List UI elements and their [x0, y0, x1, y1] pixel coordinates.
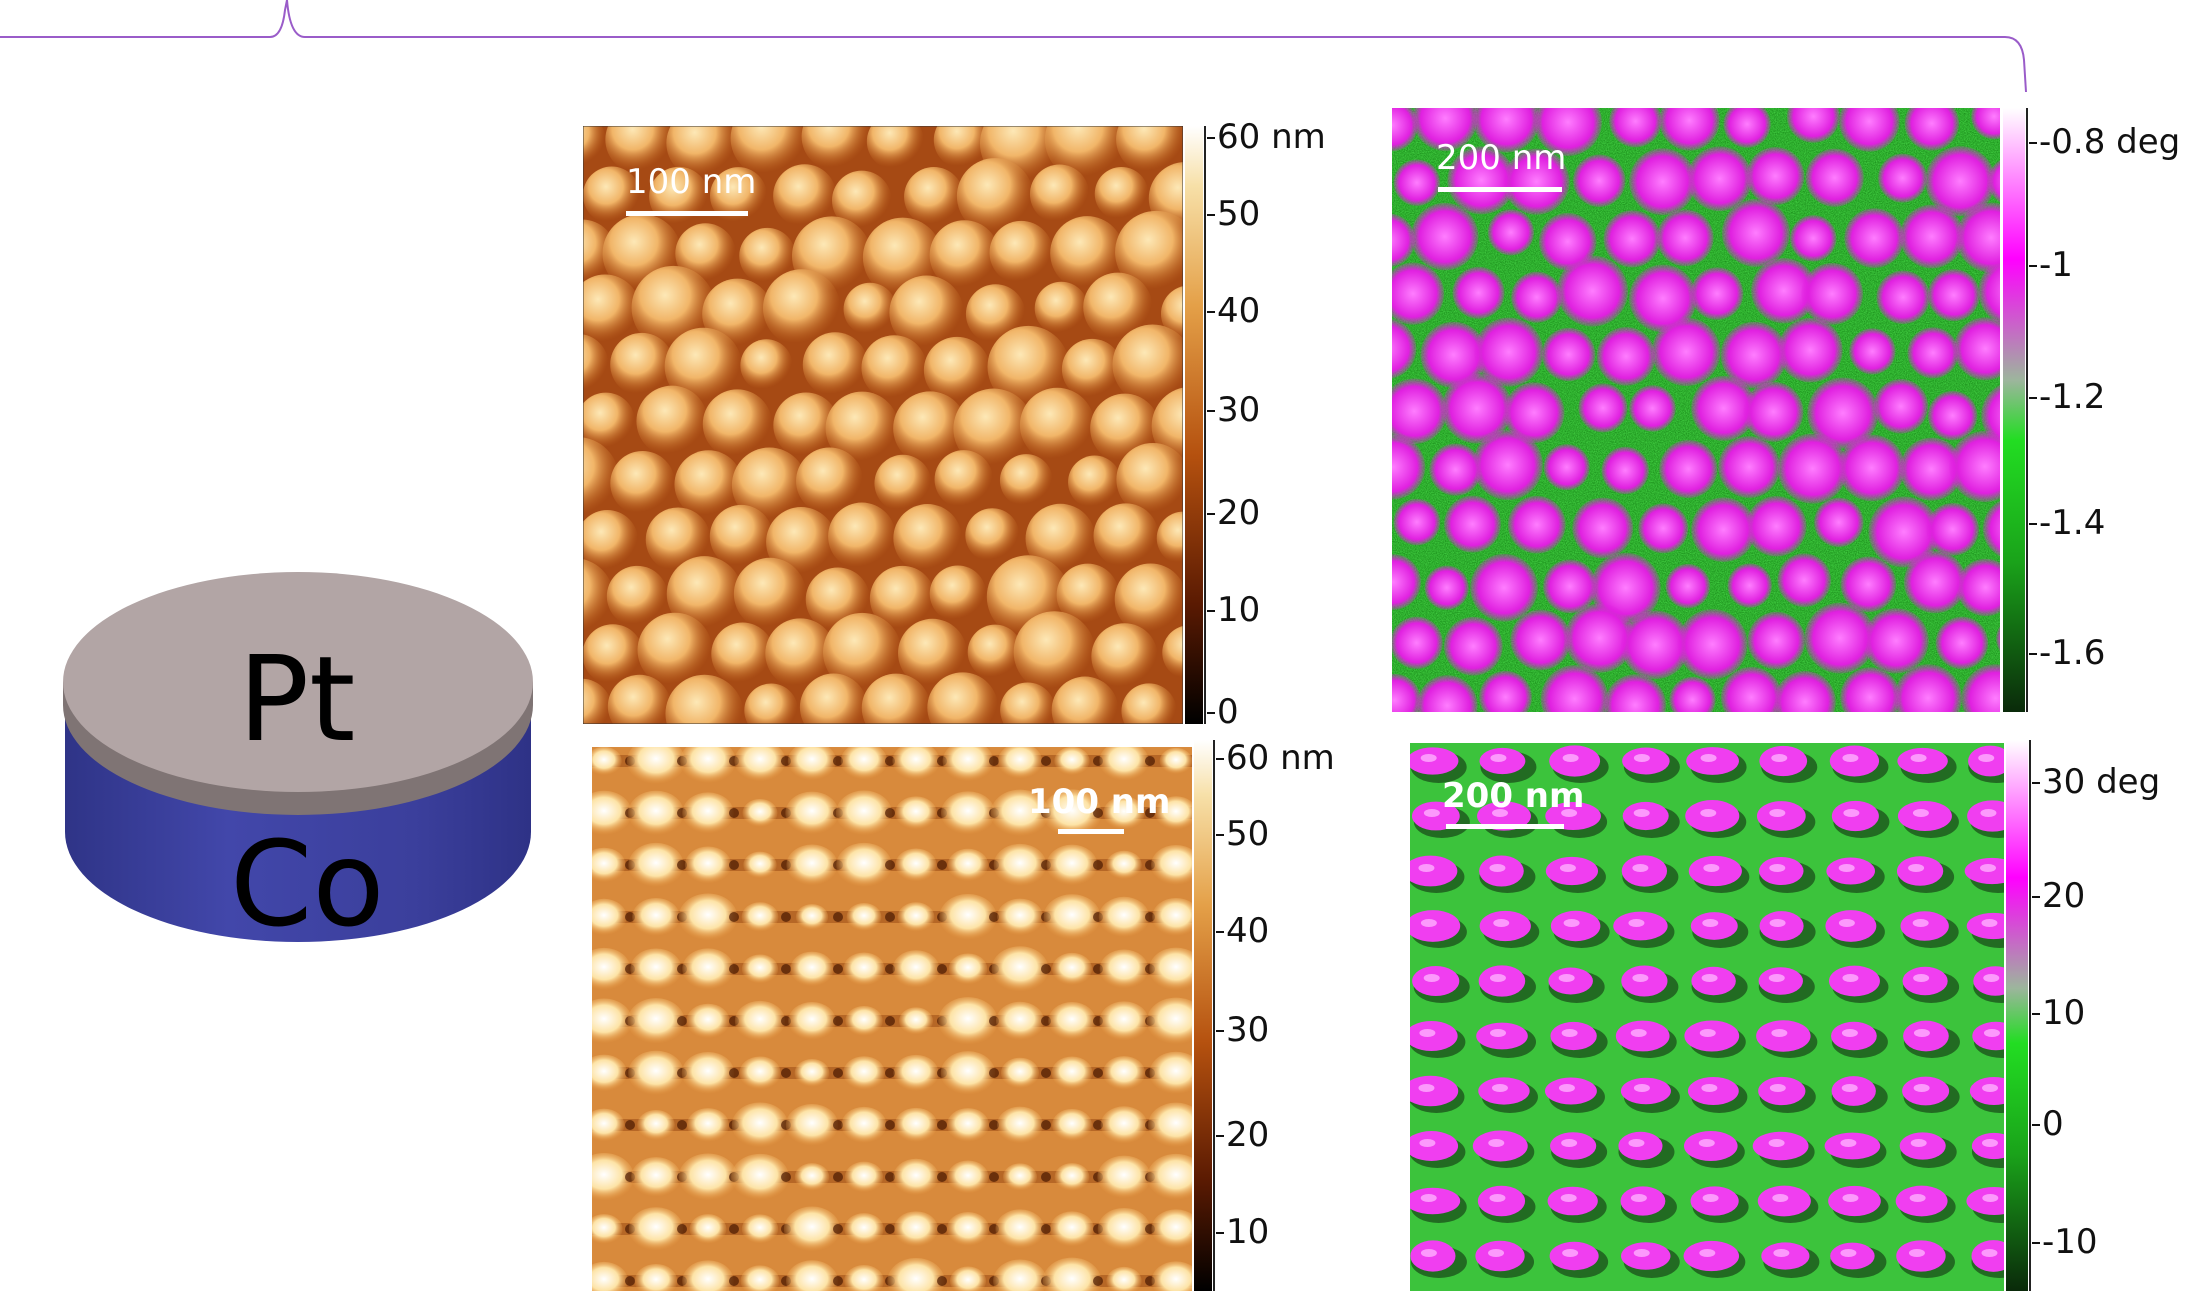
colorbar-tick-mark [2029, 265, 2037, 267]
colorbar-tick-label: 50 [1226, 814, 1270, 854]
topography-image-b [592, 747, 1192, 1291]
colorbar-tick-label: 60 nm [1226, 738, 1335, 778]
colorbar-tick-label: 10 [1217, 590, 1261, 630]
colorbar-tick-mark [2032, 1242, 2040, 1244]
colorbar-tick-label: 30 deg [2042, 762, 2161, 802]
colorbar-tick-mark [2029, 523, 2037, 525]
scalebar-phase-b [1446, 824, 1564, 829]
pt-co-disk-schematic: Pt Co [60, 570, 535, 960]
colorbar-tick-label: -1.4 [2039, 503, 2106, 543]
colorbar-tick-label: -0.8 deg [2039, 122, 2181, 162]
scalebar-label-phase-b: 200 nm [1442, 776, 1585, 816]
scalebar-topography-a [626, 211, 748, 216]
colorbar-tick-label: 20 [2042, 876, 2086, 916]
disk-top-label: Pt [238, 630, 356, 768]
colorbar-tick-label: -1 [2039, 245, 2073, 285]
colorbar-tick-mark [2032, 782, 2040, 784]
colorbar-tick-mark [1216, 758, 1224, 760]
colorbar-tick-mark [1207, 712, 1215, 714]
colorbar-tick-mark [1216, 1135, 1224, 1137]
colorbar-tick-label: 30 [1226, 1010, 1270, 1050]
colorbar-tick-label: 60 nm [1217, 117, 1326, 157]
scalebar-phase-a [1438, 187, 1562, 192]
colorbar-tick-mark [1207, 137, 1215, 139]
colorbar-tick-label: 30 [1217, 390, 1261, 430]
colorbar-topography-a [1185, 126, 1206, 724]
top-bracket [0, 0, 2027, 93]
colorbar-tick-mark [1216, 834, 1224, 836]
colorbar-tick-label: 20 [1226, 1115, 1270, 1155]
colorbar-tick-label: 50 [1217, 194, 1261, 234]
colorbar-tick-mark [2029, 397, 2037, 399]
colorbar-tick-mark [1216, 1232, 1224, 1234]
colorbar-phase-b [2006, 740, 2031, 1291]
disk-bottom-label: Co [230, 815, 385, 953]
colorbar-tick-label: -1.2 [2039, 377, 2106, 417]
colorbar-tick-label: -10 [2042, 1222, 2098, 1262]
scalebar-label-topography-a: 100 nm [626, 162, 757, 202]
scalebar-topography-b [1058, 829, 1124, 834]
colorbar-tick-label: 10 [2042, 993, 2086, 1033]
colorbar-tick-label: 40 [1226, 911, 1270, 951]
phase-image-b [1410, 743, 2004, 1291]
colorbar-phase-a [2003, 108, 2028, 712]
colorbar-tick-label: 0 [1217, 692, 1239, 732]
colorbar-tick-label: 40 [1217, 291, 1261, 331]
scalebar-label-topography-b: 100 nm [1028, 782, 1171, 822]
colorbar-tick-mark [1216, 931, 1224, 933]
colorbar-tick-mark [2032, 896, 2040, 898]
colorbar-tick-mark [1207, 610, 1215, 612]
colorbar-topography-b [1194, 740, 1215, 1291]
phase-image-a [1392, 108, 2000, 712]
colorbar-tick-mark [2029, 653, 2037, 655]
colorbar-tick-mark [1207, 311, 1215, 313]
colorbar-tick-mark [1207, 214, 1215, 216]
scalebar-label-phase-a: 200 nm [1436, 138, 1567, 178]
disk-drawing [63, 572, 533, 942]
colorbar-tick-label: 20 [1217, 493, 1261, 533]
topography-image-a [583, 126, 1183, 724]
colorbar-tick-mark [1216, 1030, 1224, 1032]
colorbar-tick-mark [2029, 142, 2037, 144]
colorbar-tick-mark [1207, 410, 1215, 412]
colorbar-tick-mark [2032, 1124, 2040, 1126]
colorbar-tick-mark [2032, 1013, 2040, 1015]
colorbar-tick-label: -1.6 [2039, 633, 2106, 673]
colorbar-tick-mark [1207, 513, 1215, 515]
colorbar-tick-label: 10 [1226, 1212, 1270, 1252]
colorbar-tick-label: 0 [2042, 1104, 2064, 1144]
